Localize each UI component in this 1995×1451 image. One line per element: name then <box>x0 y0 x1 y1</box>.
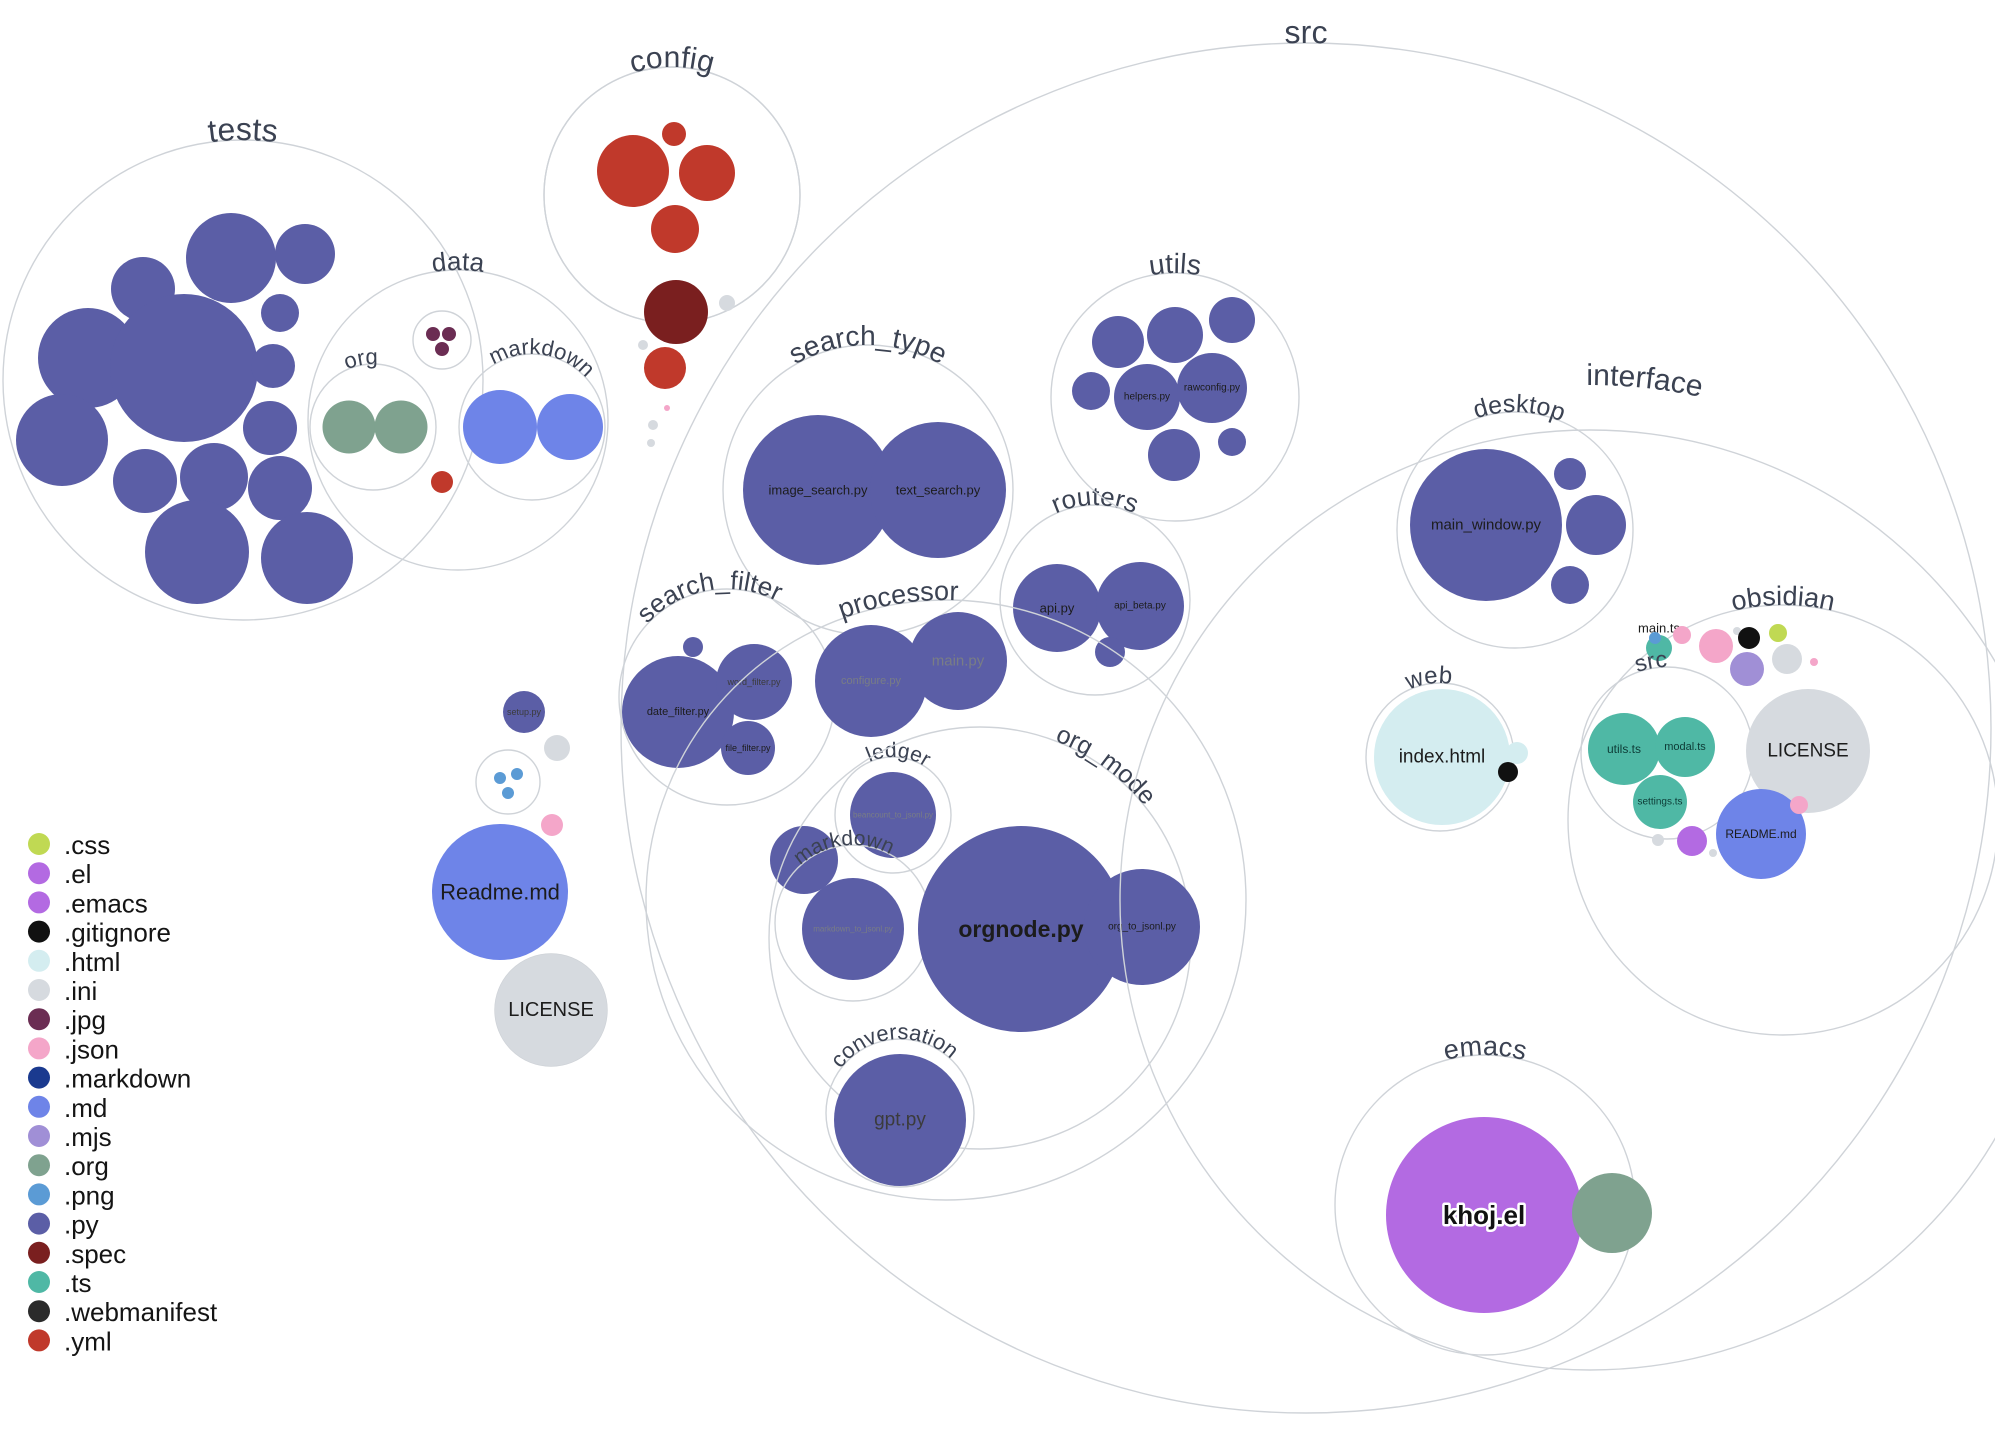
svg-text:markdown_to_jsonl.py: markdown_to_jsonl.py <box>813 925 893 934</box>
svg-text:src: src <box>1284 14 1328 50</box>
svg-text:setup.py: setup.py <box>507 707 542 717</box>
svg-text:api_beta.py: api_beta.py <box>1114 601 1166 612</box>
svg-text:utils.ts: utils.ts <box>1607 742 1641 756</box>
svg-text:.png: .png <box>64 1180 115 1210</box>
svg-text:.org: .org <box>64 1151 109 1181</box>
svg-text:Readme.md: Readme.md <box>440 880 560 905</box>
svg-text:main.py: main.py <box>932 653 985 670</box>
svg-text:.yml: .yml <box>64 1326 112 1356</box>
svg-text:utils: utils <box>1147 248 1204 281</box>
svg-text:modal.ts: modal.ts <box>1664 741 1706 753</box>
svg-text:config: config <box>626 41 718 80</box>
svg-text:word_filter.py: word_filter.py <box>726 677 781 687</box>
svg-text:main_window.py: main_window.py <box>1431 517 1542 534</box>
svg-text:.json: .json <box>64 1034 119 1064</box>
svg-text:.html: .html <box>64 947 120 977</box>
svg-text:.jpg: .jpg <box>64 1005 106 1035</box>
svg-text:.emacs: .emacs <box>64 888 148 918</box>
svg-text:rawconfig.py: rawconfig.py <box>1184 383 1240 394</box>
svg-text:emacs: emacs <box>1440 1031 1529 1066</box>
svg-text:.mjs: .mjs <box>64 1122 112 1152</box>
svg-text:.ini: .ini <box>64 976 97 1006</box>
svg-text:date_filter.py: date_filter.py <box>647 706 710 718</box>
svg-text:gpt.py: gpt.py <box>874 1110 926 1131</box>
svg-text:settings.ts: settings.ts <box>1637 797 1682 808</box>
svg-text:khoj.el: khoj.el <box>1443 1200 1525 1230</box>
svg-text:text_search.py: text_search.py <box>896 483 981 498</box>
svg-text:image_search.py: image_search.py <box>769 483 868 498</box>
svg-text:configure.py: configure.py <box>841 675 901 687</box>
svg-text:api.py: api.py <box>1040 601 1075 616</box>
svg-text:LICENSE: LICENSE <box>508 999 594 1021</box>
svg-text:index.html: index.html <box>1399 747 1486 768</box>
svg-text:.spec: .spec <box>64 1239 126 1269</box>
svg-text:data: data <box>430 246 487 278</box>
svg-text:.ts: .ts <box>64 1268 91 1298</box>
svg-text:.py: .py <box>64 1210 99 1240</box>
svg-text:LICENSE: LICENSE <box>1767 741 1848 762</box>
svg-text:org_to_jsonl.py: org_to_jsonl.py <box>1108 922 1176 933</box>
svg-text:.webmanifest: .webmanifest <box>64 1297 218 1327</box>
svg-text:beancount_to_jsonl.py: beancount_to_jsonl.py <box>853 811 933 820</box>
svg-text:.el: .el <box>64 859 91 889</box>
svg-text:.markdown: .markdown <box>64 1064 191 1094</box>
svg-text:orgnode.py: orgnode.py <box>958 916 1083 942</box>
svg-text:file_filter.py: file_filter.py <box>725 743 771 753</box>
svg-text:README.md: README.md <box>1725 827 1796 841</box>
svg-text:.gitignore: .gitignore <box>64 918 171 948</box>
svg-text:.css: .css <box>64 830 110 860</box>
svg-text:.md: .md <box>64 1093 107 1123</box>
svg-text:helpers.py: helpers.py <box>1124 392 1170 403</box>
